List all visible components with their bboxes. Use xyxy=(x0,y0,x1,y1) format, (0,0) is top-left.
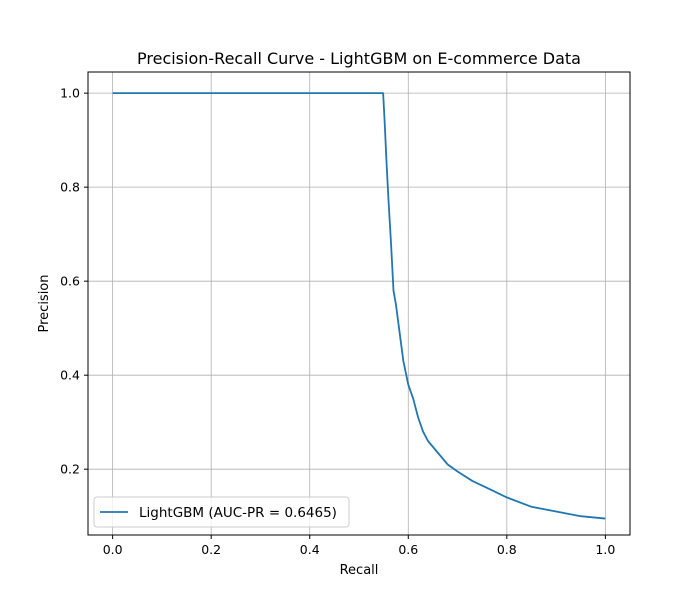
legend: LightGBM (AUC-PR = 0.6465) xyxy=(93,496,350,528)
plot-frame xyxy=(87,71,631,536)
ticks: 0.0 0.2 0.4 0.6 0.8 1.0 0.2 0.4 0.6 0.8 1.0 xyxy=(60,86,615,557)
y-tick-label: 1.0 xyxy=(60,86,80,101)
series-layer xyxy=(112,92,606,520)
x-tick-label: 0.6 xyxy=(398,542,418,557)
y-axis-label: Precision xyxy=(37,274,52,332)
y-tick-label: 0.4 xyxy=(60,368,80,383)
legend-entry-label: LightGBM (AUC-PR = 0.6465) xyxy=(139,505,337,521)
series-line xyxy=(112,92,606,520)
legend-box xyxy=(93,496,350,528)
x-tick-label: 0.8 xyxy=(497,542,517,557)
y-tick-label: 0.6 xyxy=(60,274,80,289)
y-tick-label: 0.8 xyxy=(60,180,80,195)
chart-title: Precision-Recall Curve - LightGBM on E-c… xyxy=(137,49,581,68)
x-tick-label: 1.0 xyxy=(595,542,615,557)
x-tick-label: 0.0 xyxy=(103,542,123,557)
x-axis-label: Recall xyxy=(340,563,379,578)
x-tick-label: 0.2 xyxy=(201,542,221,557)
y-tick-label: 0.2 xyxy=(60,462,80,477)
x-tick-label: 0.4 xyxy=(300,542,320,557)
